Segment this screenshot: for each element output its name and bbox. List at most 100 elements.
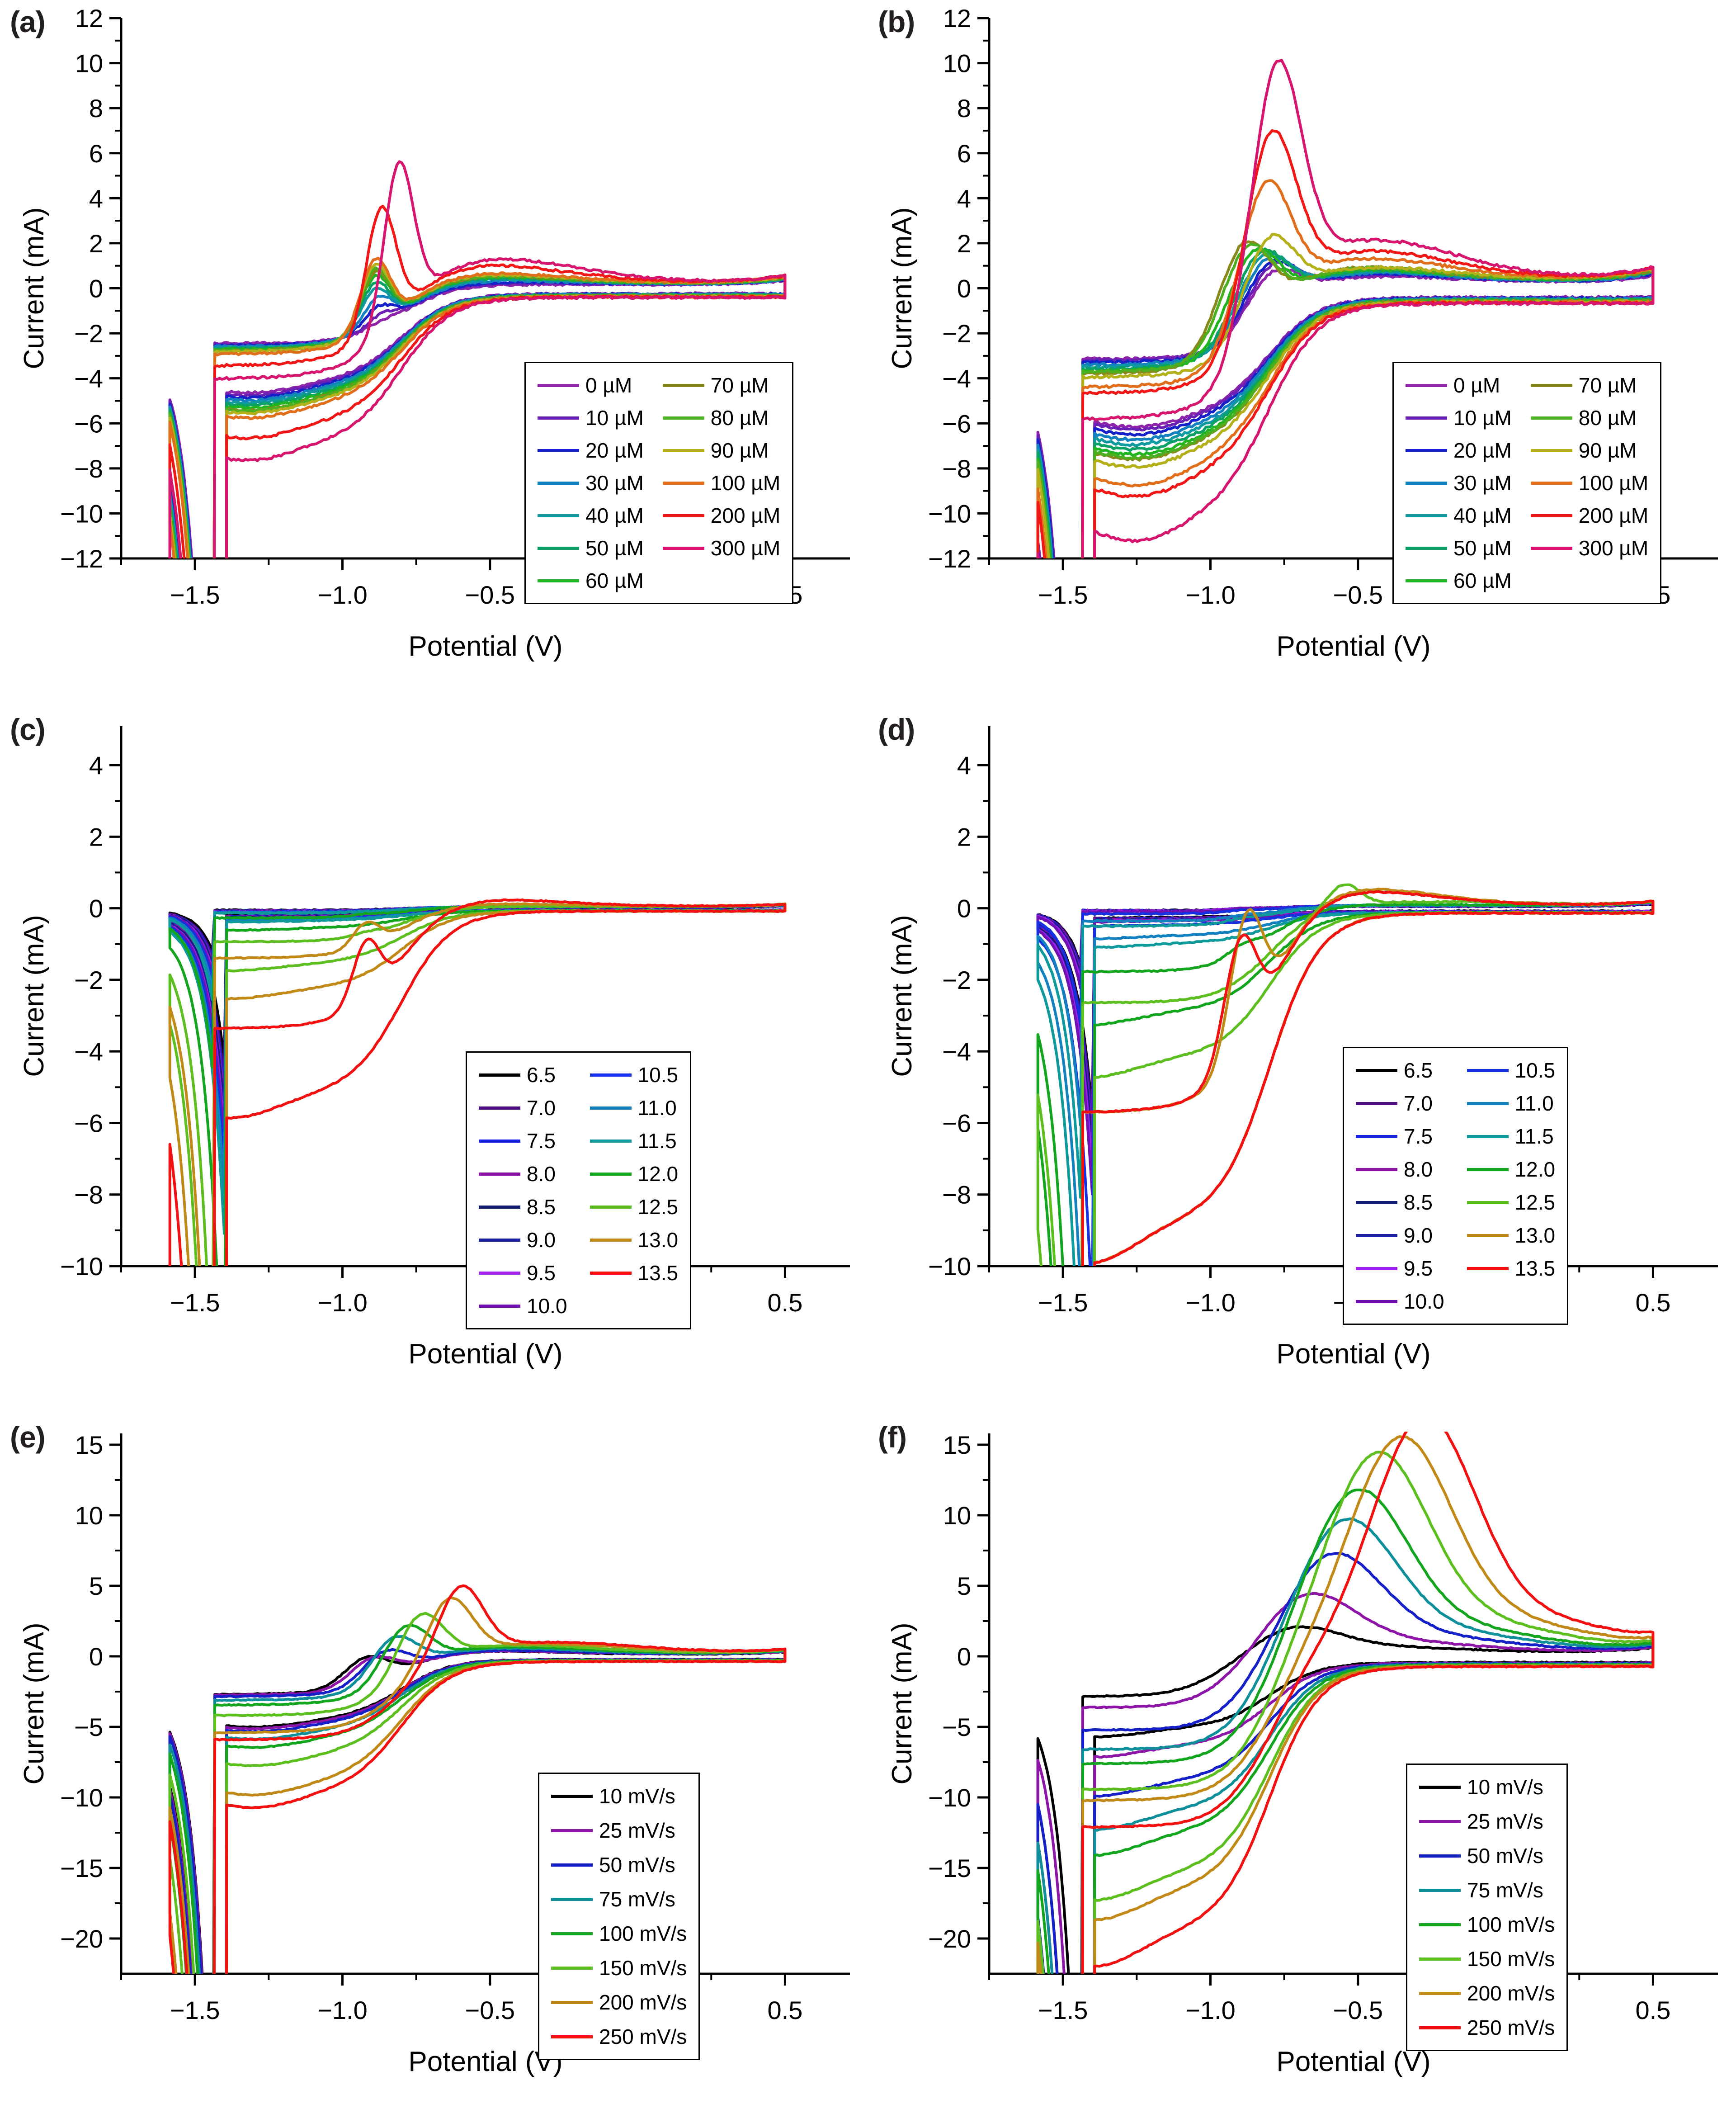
legend-item[interactable]: 0 µM (538, 373, 644, 397)
legend-label: 150 mV/s (1467, 1947, 1555, 1971)
legend-label: 70 µM (710, 374, 769, 397)
legend-item[interactable]: 12.5 (590, 1195, 678, 1219)
legend-item[interactable]: 70 µM (1530, 373, 1648, 397)
legend-item[interactable]: 30 µM (1406, 471, 1512, 495)
y-axis-title: Current (mA) (19, 1622, 50, 1784)
legend-item[interactable]: 7.0 (479, 1096, 567, 1120)
legend-item[interactable]: 10.5 (590, 1063, 678, 1087)
legend-item[interactable]: 9.5 (1356, 1256, 1444, 1281)
legend-item[interactable]: 8.0 (1356, 1157, 1444, 1182)
legend-item[interactable]: 50 mV/s (551, 1853, 687, 1877)
legend-item[interactable]: 13.0 (590, 1228, 678, 1252)
legend-item[interactable]: 10 µM (1406, 406, 1512, 430)
legend-item[interactable]: 10 mV/s (1419, 1775, 1555, 1799)
legend-item[interactable]: 250 mV/s (1419, 2015, 1555, 2040)
legend-item[interactable]: 300 µM (1530, 536, 1648, 560)
legend-label: 9.5 (527, 1261, 556, 1285)
x-axis-title: Potential (V) (1276, 1338, 1430, 1370)
legend-item[interactable]: 11.0 (1467, 1091, 1556, 1116)
legend-item[interactable]: 80 µM (662, 406, 780, 430)
legend-item[interactable]: 10.5 (1467, 1058, 1555, 1083)
legend-item[interactable]: 300 µM (662, 536, 780, 560)
y-tick-label: −20 (60, 1924, 103, 1953)
legend-item[interactable]: 6.5 (479, 1063, 567, 1087)
legend-item[interactable]: 13.5 (1467, 1256, 1555, 1281)
legend-item[interactable]: 9.0 (1356, 1223, 1444, 1248)
legend-item[interactable]: 50 µM (538, 536, 644, 560)
legend-item[interactable]: 12.0 (1467, 1157, 1555, 1182)
x-tick-label: −1.0 (1185, 1996, 1236, 2024)
legend-label: 75 mV/s (599, 1887, 675, 1911)
legend-swatch-line (590, 1238, 632, 1242)
legend-item[interactable]: 100 mV/s (551, 1921, 687, 1946)
legend-item[interactable]: 250 mV/s (551, 2024, 687, 2049)
legend-item[interactable]: 90 µM (1530, 438, 1648, 463)
legend-item[interactable]: 10 mV/s (551, 1784, 687, 1808)
legend-f: 10 mV/s 25 mV/s 50 mV/s 75 mV/s 100 mV/s 150 … (1406, 1764, 1568, 2051)
legend-item[interactable]: 6.5 (1356, 1058, 1444, 1083)
legend-item[interactable]: 0 µM (1406, 373, 1512, 397)
legend-item[interactable]: 11.0 (590, 1096, 679, 1120)
legend-item[interactable]: 25 mV/s (1419, 1809, 1555, 1834)
legend-item[interactable]: 100 µM (1530, 471, 1648, 495)
legend-item[interactable]: 13.0 (1467, 1223, 1555, 1248)
legend-item[interactable]: 8.5 (479, 1195, 567, 1219)
legend-item[interactable]: 200 mV/s (551, 1990, 687, 2014)
legend-item[interactable]: 11.5 (1467, 1124, 1556, 1149)
legend-item[interactable]: 25 mV/s (551, 1818, 687, 1843)
legend-item[interactable]: 12.5 (1467, 1190, 1555, 1215)
x-tick-label: −1.5 (170, 581, 220, 609)
legend-item[interactable]: 100 mV/s (1419, 1912, 1555, 1937)
legend-item[interactable]: 10.0 (479, 1294, 567, 1318)
legend-item[interactable]: 11.5 (590, 1129, 679, 1153)
legend-item[interactable]: 40 µM (1406, 503, 1512, 528)
legend-item[interactable]: 60 µM (538, 568, 644, 593)
legend-item[interactable]: 12.0 (590, 1162, 678, 1186)
legend-item[interactable]: 9.5 (479, 1261, 567, 1285)
legend-item[interactable]: 8.5 (1356, 1190, 1444, 1215)
legend-item[interactable]: 7.5 (1356, 1124, 1444, 1149)
legend-item[interactable]: 7.0 (1356, 1091, 1444, 1116)
legend-swatch-line (538, 416, 579, 420)
legend-item[interactable]: 150 mV/s (551, 1956, 687, 1980)
legend-swatch-line (551, 1863, 593, 1867)
legend-item[interactable]: 8.0 (479, 1162, 567, 1186)
legend-item[interactable]: 60 µM (1406, 568, 1512, 593)
legend-item[interactable]: 75 mV/s (551, 1887, 687, 1911)
legend-item[interactable]: 80 µM (1530, 406, 1648, 430)
legend-label: 10 mV/s (599, 1784, 675, 1808)
legend-item[interactable]: 200 µM (1530, 503, 1648, 528)
legend-swatch-line (1467, 1135, 1509, 1138)
legend-label: 50 µM (1453, 536, 1512, 560)
legend-item[interactable]: 200 mV/s (1419, 1981, 1555, 2005)
legend-swatch-line (538, 481, 579, 485)
legend-item[interactable]: 10.0 (1356, 1289, 1444, 1314)
legend-swatch-line (662, 546, 704, 550)
legend-item[interactable]: 100 µM (662, 471, 780, 495)
legend-label: 25 mV/s (599, 1819, 675, 1842)
legend-swatch-line (1356, 1267, 1397, 1270)
legend-item[interactable]: 70 µM (662, 373, 780, 397)
legend-item[interactable]: 40 µM (538, 503, 644, 528)
legend-item[interactable]: 200 µM (662, 503, 780, 528)
legend-item[interactable]: 9.0 (479, 1228, 567, 1252)
legend-label: 11.5 (637, 1129, 677, 1153)
legend-item[interactable]: 150 mV/s (1419, 1947, 1555, 1971)
x-tick-label: −1.5 (170, 1996, 220, 2024)
legend-swatch-line (551, 1794, 593, 1798)
legend-item[interactable]: 20 µM (538, 438, 644, 463)
legend-swatch-line (1356, 1201, 1397, 1204)
legend-item[interactable]: 90 µM (662, 438, 780, 463)
legend-item[interactable]: 20 µM (1406, 438, 1512, 463)
legend-item[interactable]: 30 µM (538, 471, 644, 495)
legend-item[interactable]: 75 mV/s (1419, 1878, 1555, 1902)
y-tick-label: −2 (74, 319, 103, 348)
legend-item[interactable]: 50 mV/s (1419, 1844, 1555, 1868)
legend-label: 75 mV/s (1467, 1878, 1543, 1902)
legend-item[interactable]: 7.5 (479, 1129, 567, 1153)
y-tick-label: −8 (942, 1181, 971, 1209)
legend-label: 10 mV/s (1467, 1775, 1543, 1799)
legend-item[interactable]: 50 µM (1406, 536, 1512, 560)
legend-item[interactable]: 13.5 (590, 1261, 678, 1285)
legend-item[interactable]: 10 µM (538, 406, 644, 430)
